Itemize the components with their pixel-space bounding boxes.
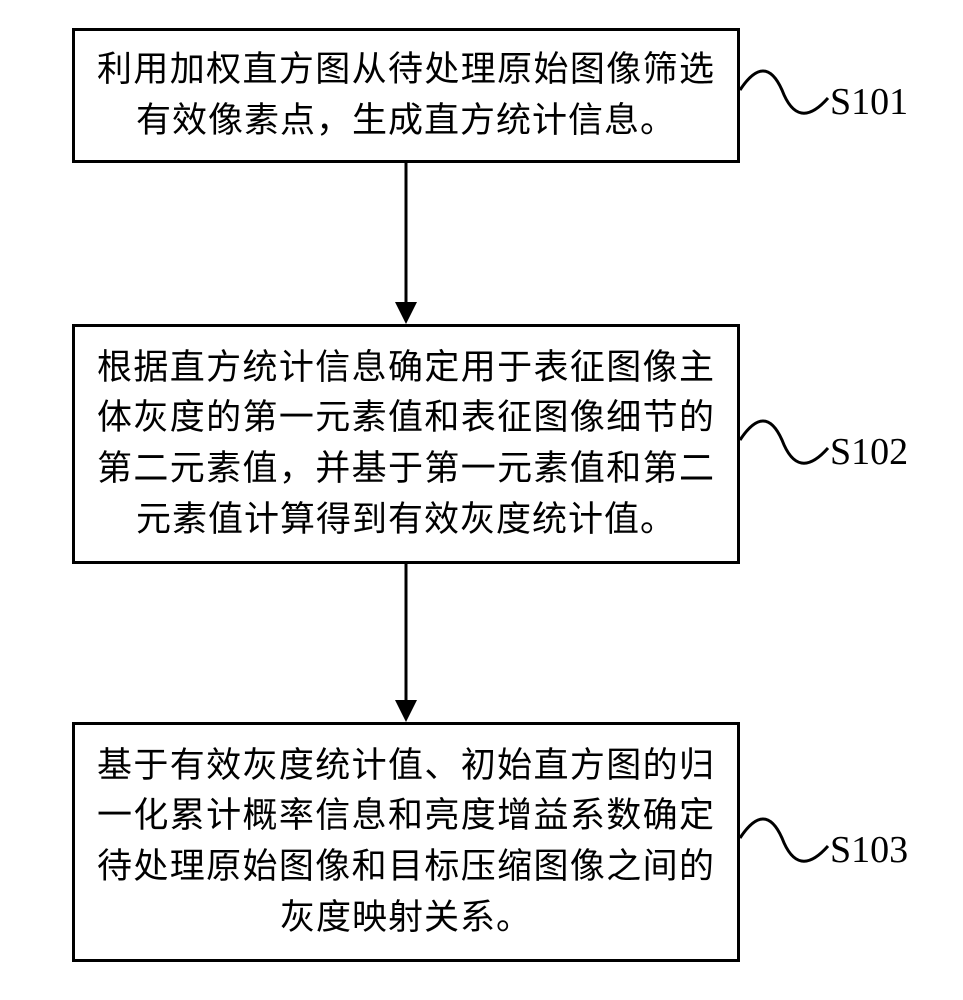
curve-s102 <box>740 410 830 480</box>
step-text-s103: 基于有效灰度统计值、初始直方图的归一化累计概率信息和亮度增益系数确定待处理原始图… <box>97 741 715 944</box>
connector-line <box>405 163 408 304</box>
connector-arrow <box>395 302 417 324</box>
step-label-s101: S101 <box>830 80 908 124</box>
flowchart-container: 利用加权直方图从待处理原始图像筛选有效像素点，生成直方统计信息。 S101 根据… <box>0 0 963 1000</box>
connector-arrow <box>395 700 417 722</box>
step-text-s102: 根据直方统计信息确定用于表征图像主体灰度的第一元素值和表征图像细节的第二元素值，… <box>97 343 715 546</box>
step-label-s103: S103 <box>830 828 908 872</box>
connector-line <box>405 564 408 702</box>
step-label-s102: S102 <box>830 430 908 474</box>
step-box-s102: 根据直方统计信息确定用于表征图像主体灰度的第一元素值和表征图像细节的第二元素值，… <box>72 324 740 564</box>
step-box-s103: 基于有效灰度统计值、初始直方图的归一化累计概率信息和亮度增益系数确定待处理原始图… <box>72 722 740 962</box>
curve-s103 <box>740 808 830 878</box>
step-text-s101: 利用加权直方图从待处理原始图像筛选有效像素点，生成直方统计信息。 <box>97 45 715 147</box>
step-box-s101: 利用加权直方图从待处理原始图像筛选有效像素点，生成直方统计信息。 <box>72 28 740 163</box>
curve-s101 <box>740 60 830 130</box>
